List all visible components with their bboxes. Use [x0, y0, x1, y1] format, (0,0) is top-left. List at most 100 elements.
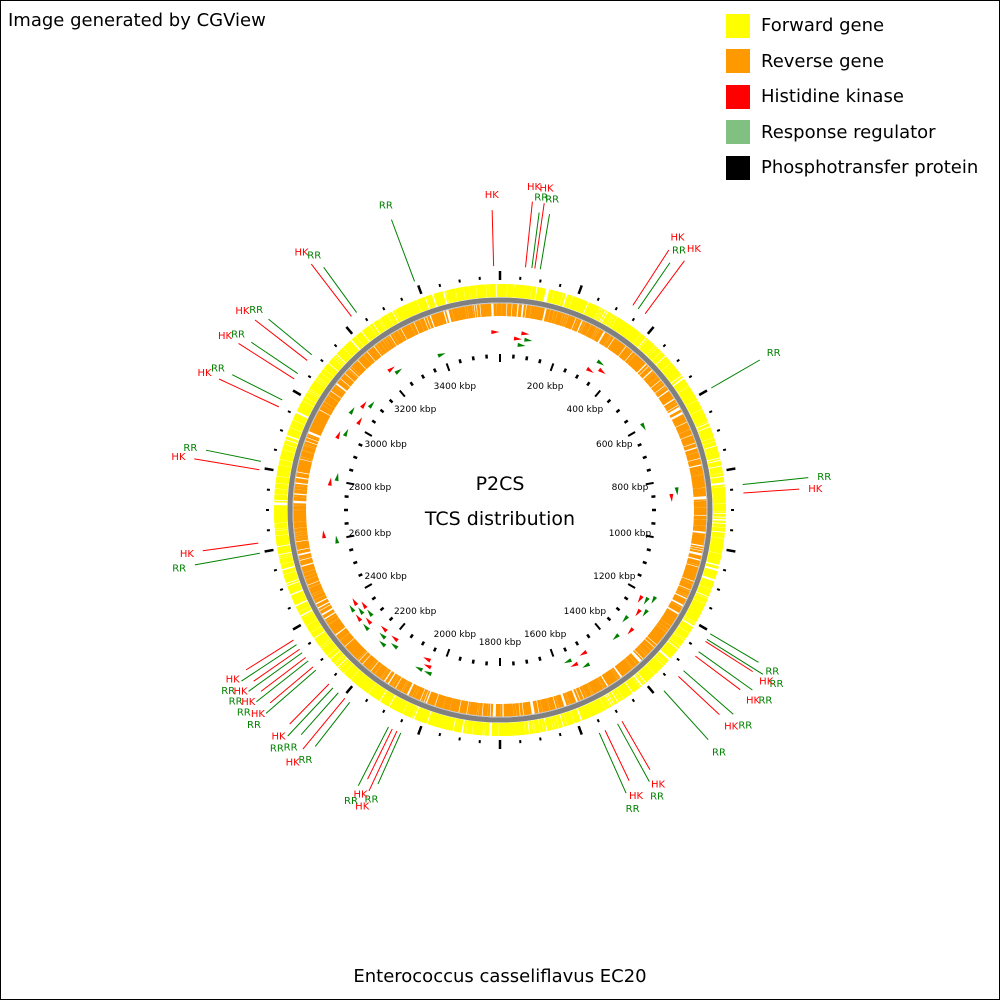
forward-gene [712, 495, 726, 499]
inner-tick [646, 468, 652, 472]
forward-gene [646, 663, 657, 675]
tcs-callout-line [241, 644, 297, 682]
tcs-marker [627, 627, 635, 635]
reverse-gene [444, 310, 450, 324]
forward-gene [669, 373, 682, 383]
inner-tick [563, 368, 568, 373]
forward-gene [597, 309, 606, 322]
forward-gene [563, 712, 570, 726]
forward-gene [378, 318, 387, 331]
outer-tick [438, 283, 442, 288]
tcs-callout-label: RR [626, 804, 640, 815]
reverse-gene [522, 702, 526, 716]
forward-gene [346, 342, 357, 354]
forward-gene [711, 537, 725, 541]
reverse-gene [293, 517, 307, 520]
forward-gene [320, 639, 332, 649]
reverse-gene [551, 310, 557, 324]
reverse-gene [559, 313, 566, 326]
inner-tick [471, 356, 475, 361]
reverse-gene [421, 317, 429, 331]
forward-gene [536, 719, 541, 733]
forward-gene [414, 707, 421, 720]
reverse-gene [361, 354, 372, 366]
forward-gene [352, 337, 362, 349]
forward-gene [289, 586, 302, 594]
reverse-gene [420, 318, 428, 331]
forward-gene [595, 699, 603, 712]
reverse-gene [556, 695, 562, 709]
outer-tick [320, 657, 324, 662]
forward-gene [597, 698, 605, 712]
forward-gene [709, 471, 723, 475]
forward-gene [409, 302, 417, 315]
center-title: P2CS [476, 473, 525, 495]
reverse-gene [642, 640, 654, 650]
reverse-gene [318, 602, 331, 611]
reverse-gene [468, 701, 473, 715]
reverse-gene [298, 552, 312, 558]
outer-tick [539, 737, 542, 741]
outer-tick [333, 672, 338, 677]
tcs-callout-line [238, 343, 295, 380]
outer-tick-ring [264, 271, 736, 749]
reverse-gene [372, 662, 382, 675]
outer-tick [333, 343, 338, 348]
forward-gene [433, 713, 439, 727]
reverse-gene [331, 388, 344, 398]
reverse-gene [333, 625, 346, 635]
reverse-gene [656, 623, 668, 633]
reverse-gene [467, 305, 472, 319]
reverse-gene [549, 697, 554, 711]
reverse-gene [590, 327, 599, 340]
forward-gene [277, 545, 291, 549]
reverse-gene [607, 670, 617, 683]
reverse-gene [526, 304, 531, 319]
forward-gene [371, 685, 381, 697]
tick-label: 200 kbp [527, 382, 564, 392]
reverse-gene [434, 694, 441, 708]
outer-tick [382, 709, 386, 714]
forward-gene [698, 585, 712, 592]
tcs-marker [348, 407, 355, 415]
reverse-gene [301, 448, 315, 454]
forward-gene [350, 669, 361, 681]
tcs-callout-line [368, 730, 398, 792]
reverse-gene [690, 544, 704, 549]
forward-gene [487, 284, 490, 298]
reverse-gene [511, 303, 515, 317]
legend-item-phosphotransfer-protein: Phosphotransfer protein [726, 150, 978, 186]
reverse-gene [623, 350, 633, 362]
forward-gene [710, 539, 724, 544]
legend-swatch-histidine-kinase [726, 84, 750, 109]
forward-gene [690, 604, 703, 613]
reverse-gene [531, 305, 535, 319]
reverse-gene [679, 432, 693, 440]
forward-gene [300, 610, 314, 619]
forward-gene [356, 674, 366, 686]
outer-tick [688, 374, 693, 379]
forward-gene [399, 306, 408, 320]
tcs-marker [390, 643, 399, 650]
tcs-callout-label: HK [539, 183, 554, 194]
reverse-gene [300, 453, 314, 459]
forward-gene [518, 284, 521, 298]
forward-gene [280, 454, 294, 460]
reverse-gene [388, 673, 397, 686]
reverse-gene [594, 678, 603, 691]
reverse-gene [372, 346, 382, 358]
tcs-callout-label: RR [765, 666, 779, 677]
forward-gene [308, 388, 321, 398]
reverse-gene [451, 698, 457, 712]
reverse-gene [330, 621, 343, 631]
reverse-gene [376, 665, 386, 677]
reverse-gene [294, 531, 308, 535]
outer-tick [596, 297, 600, 302]
forward-gene [686, 610, 700, 619]
forward-gene [279, 558, 293, 563]
forward-gene [702, 439, 716, 445]
forward-gene [276, 474, 290, 478]
reverse-gene [319, 604, 332, 613]
forward-gene [299, 403, 313, 411]
forward-gene [376, 319, 386, 332]
